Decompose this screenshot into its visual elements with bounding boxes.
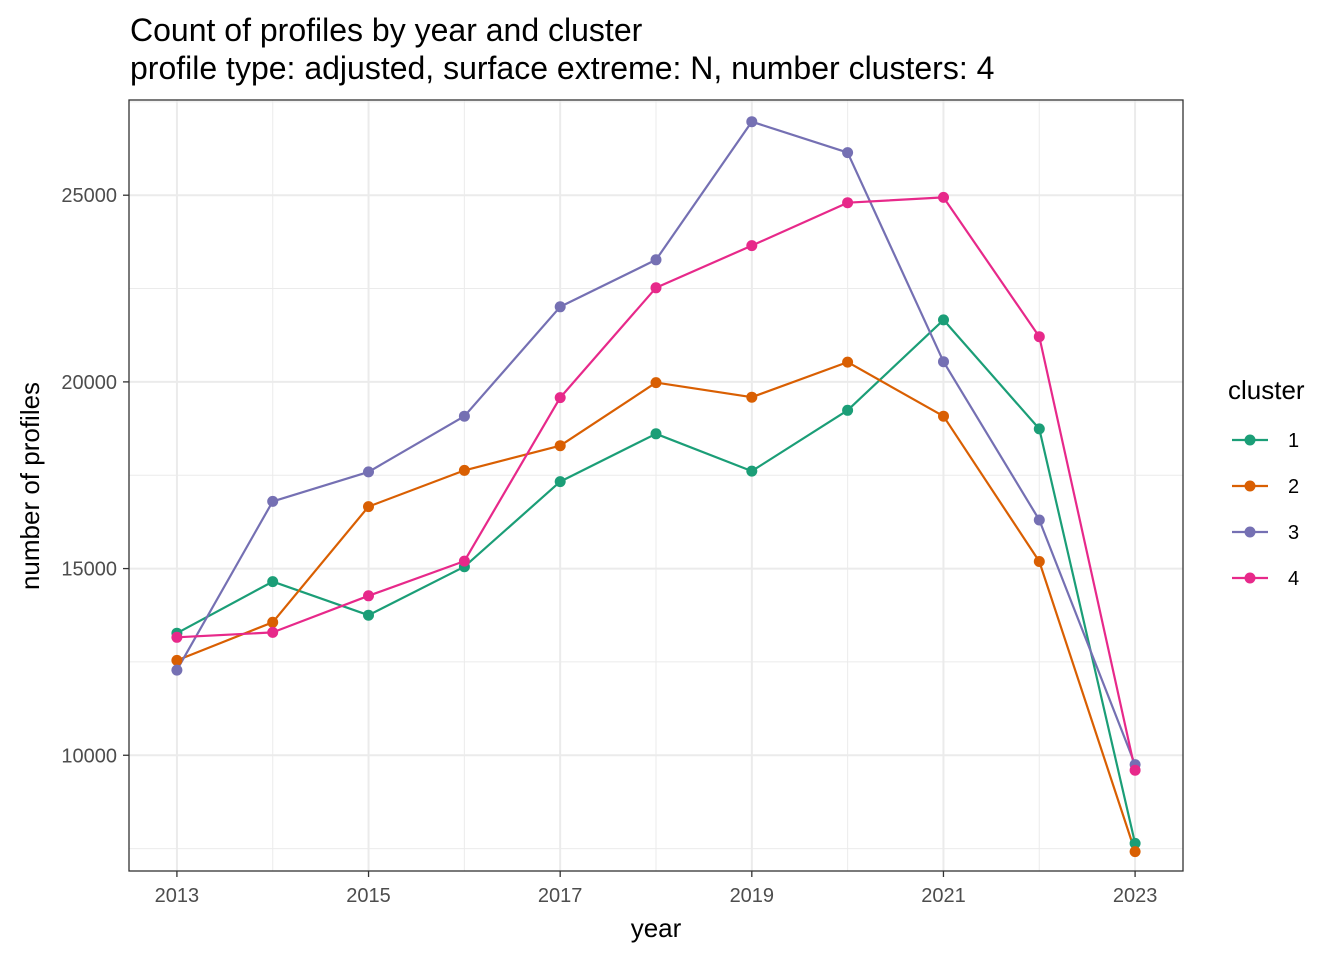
data-point-4 — [458, 555, 470, 567]
data-point-3 — [458, 410, 470, 422]
data-point-2 — [650, 377, 662, 389]
x-axis-label: year — [631, 913, 682, 943]
chart-title: Count of profiles by year and cluster — [130, 12, 643, 48]
data-point-2 — [554, 440, 566, 452]
data-point-3 — [554, 301, 566, 313]
data-point-3 — [746, 116, 758, 128]
legend: cluster 1 2 3 4 — [1228, 375, 1305, 590]
data-point-1 — [842, 404, 854, 416]
x-tick-label: 2015 — [346, 885, 391, 907]
data-point-2 — [746, 391, 758, 403]
data-point-2 — [842, 356, 854, 368]
data-point-2 — [1033, 556, 1045, 567]
x-tick-label: 2013 — [155, 885, 200, 907]
y-tick-label: 15000 — [61, 559, 117, 581]
x-tick-label: 2017 — [538, 885, 583, 907]
x-tick-label: 2021 — [921, 885, 966, 907]
y-tick-label: 20000 — [61, 372, 117, 394]
data-point-1 — [1129, 837, 1141, 849]
data-point-1 — [267, 576, 279, 588]
chart-subtitle: profile type: adjusted, surface extreme:… — [130, 50, 994, 86]
data-point-3 — [938, 356, 949, 368]
data-point-1 — [938, 314, 949, 326]
series-points — [171, 116, 1141, 858]
data-point-1 — [363, 609, 374, 621]
y-tick-label: 25000 — [61, 185, 117, 207]
data-point-2 — [458, 464, 470, 476]
y-tick-label: 10000 — [61, 745, 117, 767]
data-point-4 — [1033, 331, 1045, 343]
legend-title: cluster — [1228, 375, 1305, 405]
x-axis: 2013 2015 2017 2019 2021 2023 — [155, 871, 1158, 907]
data-point-4 — [650, 282, 662, 294]
x-tick-label: 2019 — [730, 885, 775, 907]
data-point-3 — [171, 664, 183, 676]
data-point-4 — [554, 392, 566, 404]
data-point-2 — [267, 616, 279, 628]
legend-label: 2 — [1288, 476, 1299, 498]
data-point-4 — [1129, 764, 1141, 776]
data-point-1 — [554, 476, 566, 488]
x-tick-label: 2023 — [1113, 885, 1158, 907]
data-point-3 — [1033, 514, 1045, 526]
data-point-3 — [842, 147, 854, 159]
data-point-2 — [171, 654, 183, 666]
data-point-4 — [746, 240, 758, 252]
data-point-2 — [1129, 846, 1141, 858]
plot-border — [128, 99, 1184, 872]
legend-key-point — [1244, 434, 1256, 446]
data-point-4 — [938, 191, 949, 203]
data-point-4 — [842, 197, 854, 209]
data-point-1 — [1033, 423, 1045, 435]
data-point-3 — [267, 495, 279, 507]
data-point-3 — [363, 466, 374, 478]
data-point-2 — [938, 410, 949, 422]
legend-label: 4 — [1288, 568, 1299, 590]
data-point-4 — [363, 590, 374, 602]
data-point-1 — [650, 428, 662, 440]
y-axis: 10000 15000 20000 25000 — [61, 185, 129, 767]
data-point-3 — [650, 254, 662, 266]
legend-key-point — [1244, 526, 1256, 538]
y-axis-label: number of profiles — [15, 382, 45, 590]
legend-key-point — [1244, 572, 1256, 584]
grid-minor — [129, 100, 1183, 871]
data-point-2 — [363, 501, 374, 513]
data-point-1 — [746, 465, 758, 477]
legend-label: 1 — [1288, 430, 1299, 452]
legend-label: 3 — [1288, 522, 1299, 544]
data-point-4 — [267, 626, 279, 638]
legend-key-point — [1244, 480, 1256, 492]
data-point-4 — [171, 631, 183, 643]
